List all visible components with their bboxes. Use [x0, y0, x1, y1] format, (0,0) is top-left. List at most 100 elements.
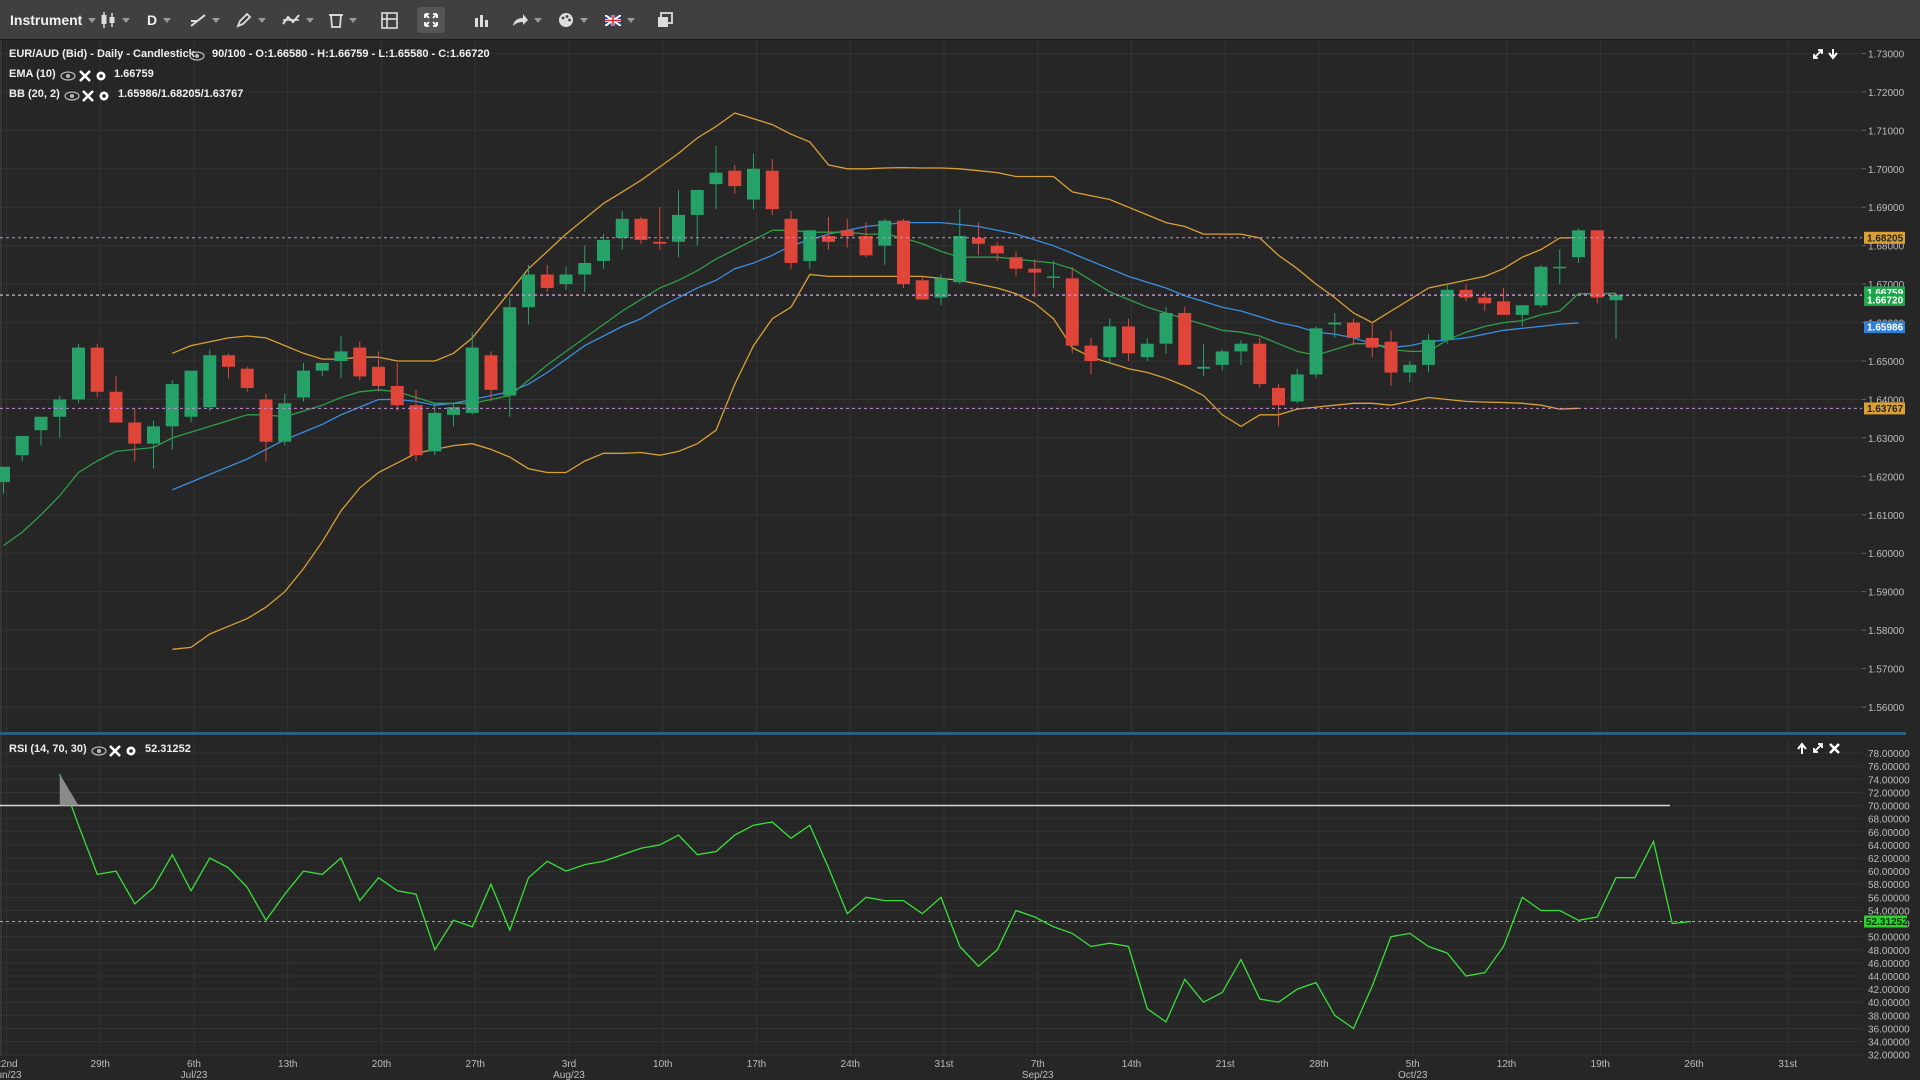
candle	[840, 218, 854, 248]
trendline-icon	[282, 14, 300, 25]
price-tick-label: 1.71000	[1868, 126, 1905, 137]
candle-body	[1253, 343, 1267, 385]
ema-legend-value: 1.66759	[114, 68, 154, 80]
candle-body	[0, 466, 10, 483]
candle-body	[1178, 312, 1192, 365]
candle-body	[1103, 326, 1117, 358]
expand-icon[interactable]	[1813, 49, 1823, 59]
candle	[1197, 343, 1210, 377]
candle	[1047, 261, 1060, 288]
candle	[222, 353, 235, 379]
candle-body	[709, 172, 723, 185]
trend-tool-dropdown[interactable]	[282, 0, 314, 40]
main-legend-values: 90/100 - O:1.66580 - H:1.66759 - L:1.655…	[212, 48, 490, 60]
close-icon[interactable]	[79, 70, 91, 82]
download-arrow-icon[interactable]	[1828, 49, 1838, 60]
chart-type-dropdown[interactable]	[100, 0, 130, 40]
rsi-legend-value: 52.31252	[145, 743, 191, 755]
candle-body	[334, 351, 348, 362]
candle-body	[372, 366, 385, 386]
indicators-button[interactable]	[474, 0, 490, 40]
eye-icon[interactable]	[64, 91, 80, 101]
popout-button[interactable]	[657, 0, 673, 40]
candle	[390, 362, 404, 411]
panel-divider[interactable]	[0, 732, 1906, 735]
gear-icon[interactable]	[99, 91, 109, 101]
candle-body	[1553, 266, 1567, 269]
share-arrow-icon	[513, 14, 528, 26]
time-tick-sublabel: Jun/23	[0, 1070, 22, 1080]
candle	[1290, 368, 1304, 404]
candle	[428, 403, 442, 456]
eye-icon[interactable]	[189, 51, 205, 61]
line-tool-icon	[190, 14, 206, 27]
time-tick-label: 29th	[91, 1059, 110, 1070]
candle-body	[915, 280, 929, 300]
candle-body	[1309, 328, 1323, 375]
time-tick-label: 12th	[1497, 1059, 1516, 1070]
candle	[990, 241, 1004, 262]
candle	[334, 336, 348, 379]
candle	[1215, 349, 1229, 371]
candle	[0, 466, 10, 494]
candle	[728, 164, 742, 194]
candle-body	[90, 347, 104, 392]
share-dropdown[interactable]	[512, 0, 542, 40]
gear-icon[interactable]	[126, 746, 136, 756]
candle	[1365, 322, 1379, 358]
expand-icon[interactable]	[1813, 743, 1823, 753]
chevron-down-icon	[627, 17, 635, 23]
eye-icon[interactable]	[60, 71, 76, 81]
candle	[784, 211, 798, 269]
candle	[53, 395, 67, 438]
candle	[597, 234, 610, 269]
chevron-down-icon	[122, 17, 130, 23]
price-axis[interactable]: 1.56000 1.57000 1.58000 1.59000 1.60000 1.610…	[1862, 40, 1920, 732]
theme-dropdown[interactable]	[558, 0, 588, 40]
arrow-up-icon[interactable]	[1797, 742, 1807, 754]
rsi-axis[interactable]: 32.00000 34.00000 36.00000 38.00000 40.00000…	[1862, 736, 1920, 1062]
bb-upper-line	[172, 112, 1579, 362]
price-label-badge	[1864, 402, 1905, 415]
chart-area[interactable]: 1.56000 1.57000 1.58000 1.59000 1.60000 1.610…	[0, 40, 1920, 1080]
price-tick-label: 1.67000	[1868, 280, 1905, 291]
candle-body	[484, 355, 498, 390]
candles	[0, 145, 1623, 494]
candle-body	[128, 422, 142, 444]
gear-icon[interactable]	[96, 71, 106, 81]
candle-body	[990, 245, 1004, 254]
delete-dropdown[interactable]	[329, 0, 357, 40]
candle	[34, 416, 48, 446]
time-tick-sublabel: Oct/23	[1398, 1070, 1428, 1080]
candle-body	[315, 362, 329, 371]
layout-button[interactable]	[381, 0, 398, 40]
candle-body	[72, 347, 85, 400]
close-icon[interactable]	[1829, 743, 1840, 754]
price-tick-label: 1.61000	[1868, 511, 1905, 522]
line-tool-dropdown[interactable]	[190, 0, 220, 40]
candle-body	[278, 403, 292, 442]
time-tick-label: 17th	[747, 1059, 766, 1070]
language-dropdown[interactable]	[605, 0, 635, 40]
price-label-text: 1.66759	[1867, 288, 1904, 299]
candle	[90, 343, 104, 398]
candle	[822, 216, 835, 250]
candle-body	[1403, 364, 1417, 373]
period-dropdown[interactable]: D	[147, 0, 172, 40]
candle-body	[1328, 322, 1342, 325]
eye-icon[interactable]	[91, 746, 107, 756]
close-icon[interactable]	[109, 745, 121, 757]
close-icon[interactable]	[82, 90, 94, 102]
popout-window-icon	[658, 12, 673, 27]
rsi-tick-label: 76.00000	[1868, 762, 1910, 773]
rsi-tick-label: 54.00000	[1868, 906, 1910, 917]
candle-body	[165, 384, 179, 427]
instrument-dropdown[interactable]: Instrument	[10, 0, 97, 40]
candle	[615, 211, 629, 250]
instrument-label: Instrument	[10, 12, 83, 28]
fullscreen-button[interactable]	[417, 7, 445, 33]
price-tick-label: 1.63000	[1868, 434, 1905, 445]
candle-body	[428, 412, 442, 452]
draw-tool-dropdown[interactable]	[236, 0, 266, 40]
